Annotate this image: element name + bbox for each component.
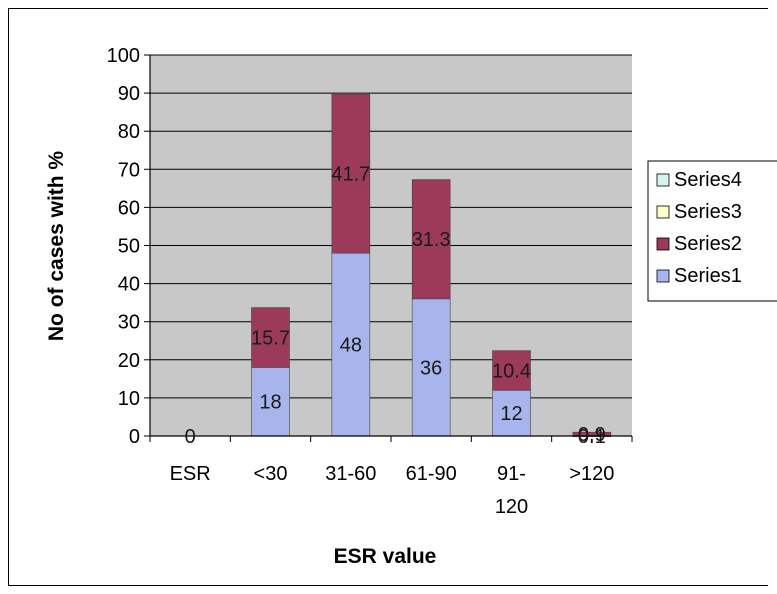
y-tick-label: 70 [118, 159, 140, 181]
data-label: 48 [340, 335, 362, 357]
x-tick-label: 91-120 [495, 463, 528, 518]
x-tick-label: >120 [569, 463, 614, 485]
data-label: 41.7 [331, 164, 370, 186]
data-label: 12 [500, 403, 522, 425]
y-tick-label: 20 [118, 350, 140, 372]
x-tick-label: 31-60 [325, 463, 376, 485]
legend-swatch-series1 [656, 269, 670, 283]
bar-series2-1 [251, 307, 290, 368]
y-tick-label: 40 [118, 274, 140, 296]
bar-series2-3 [411, 179, 451, 300]
gridlines [150, 54, 632, 399]
legend-label-series2: Series2 [674, 233, 742, 255]
y-tick-label: 30 [118, 312, 140, 334]
data-label: 36 [420, 357, 442, 379]
data-label: 10.4 [492, 360, 531, 382]
data-label: 0.1 [578, 426, 606, 448]
legend-label-series4: Series4 [674, 169, 742, 191]
bar-series2-4 [492, 350, 531, 391]
y-tick-label: 60 [118, 197, 140, 219]
y-tick-label: 50 [118, 236, 140, 258]
y-tick-label: 80 [118, 121, 140, 143]
data-label: 31.3 [412, 229, 451, 251]
x-tick-labels: ESR <30 31-60 61-90 91-120 >120 [170, 463, 615, 518]
data-labels: 0 18 15.7 48 41.7 36 31.3 12 10.4 0.10.9 [185, 164, 606, 448]
axes [144, 54, 633, 442]
x-axis-title: ESR value [334, 545, 437, 568]
legend: Series4 Series3 Series2 Series1 [647, 160, 777, 302]
y-tick-labels: 0 10 20 30 40 50 60 70 80 90 100 [107, 45, 140, 448]
x-tick-label: 61-90 [406, 463, 457, 485]
y-axis-title: No of cases with % [45, 151, 68, 342]
legend-label-series1: Series1 [674, 265, 742, 287]
legend-swatch-series2 [656, 237, 670, 251]
x-tick-label: ESR [170, 463, 211, 485]
legend-box [647, 160, 777, 302]
bar-series2-2 [331, 93, 371, 254]
data-label: 0.9 [578, 424, 606, 446]
bar-series1-1 [251, 367, 290, 437]
bar-series1-2 [331, 252, 371, 437]
legend-swatch-series4 [656, 173, 670, 187]
data-label: 15.7 [251, 328, 290, 350]
data-label: 18 [259, 392, 281, 414]
legend-label-series3: Series3 [674, 201, 742, 223]
bar-series1-3 [411, 298, 451, 437]
legend-swatch-series3 [656, 205, 670, 219]
y-tick-label: 0 [129, 426, 140, 448]
bars [251, 93, 612, 437]
y-tick-label: 100 [107, 45, 140, 67]
y-tick-label: 90 [118, 83, 140, 105]
y-tick-label: 10 [118, 388, 140, 410]
data-label: 0 [185, 426, 196, 448]
x-tick-label: <30 [254, 463, 288, 485]
